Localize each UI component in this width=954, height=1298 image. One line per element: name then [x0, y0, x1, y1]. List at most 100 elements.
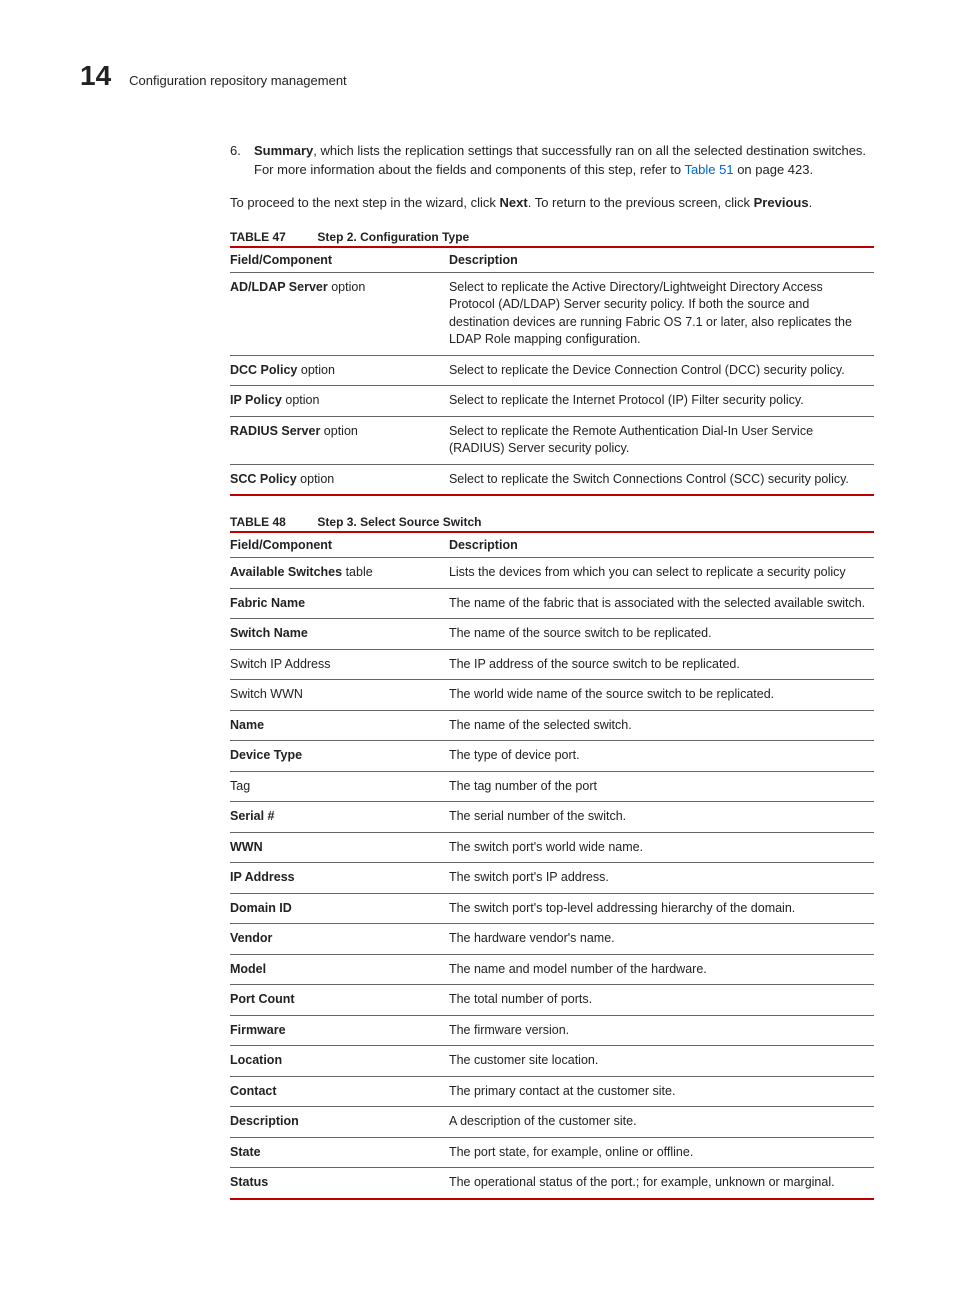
field-bold: AD/LDAP Server [230, 280, 328, 294]
field-bold: Port Count [230, 992, 295, 1006]
field-bold: Description [230, 1114, 299, 1128]
field-rest: option [282, 393, 320, 407]
field-cell: Switch IP Address [230, 649, 449, 680]
table-51-link[interactable]: Table 51 [684, 162, 733, 177]
content-block: 6. Summary, which lists the replication … [230, 142, 874, 1200]
wizard-end: . [809, 195, 813, 210]
table-row: RADIUS Server optionSelect to replicate … [230, 416, 874, 464]
field-cell: Switch Name [230, 619, 449, 650]
table48-caption: TABLE 48 Step 3. Select Source Switch [230, 514, 874, 529]
field-rest: option [297, 472, 335, 486]
page-title: Configuration repository management [129, 73, 347, 88]
field-cell: Switch WWN [230, 680, 449, 711]
field-rest: option [297, 363, 335, 377]
field-plain: Switch WWN [230, 687, 303, 701]
table-row: SCC Policy optionSelect to replicate the… [230, 464, 874, 495]
table48-head-field: Field/Component [230, 532, 449, 558]
field-rest: option [328, 280, 366, 294]
table47: Field/Component Description AD/LDAP Serv… [230, 246, 874, 497]
desc-cell: Lists the devices from which you can sel… [449, 558, 874, 589]
field-cell: Fabric Name [230, 588, 449, 619]
field-bold: Contact [230, 1084, 277, 1098]
desc-cell: The firmware version. [449, 1015, 874, 1046]
desc-cell: The name of the fabric that is associate… [449, 588, 874, 619]
field-cell: Location [230, 1046, 449, 1077]
field-bold: SCC Policy [230, 472, 297, 486]
list-number: 6. [230, 142, 254, 180]
table-row: IP Policy optionSelect to replicate the … [230, 386, 874, 417]
page-header: 14 Configuration repository management [80, 60, 874, 92]
table-row: Tag The tag number of the port [230, 771, 874, 802]
field-cell: Available Switches table [230, 558, 449, 589]
table47-head-field: Field/Component [230, 247, 449, 273]
table-row: Domain IDThe switch port's top-level add… [230, 893, 874, 924]
summary-label: Summary [254, 143, 313, 158]
field-cell: Firmware [230, 1015, 449, 1046]
next-label: Next [500, 195, 528, 210]
table-row: ContactThe primary contact at the custom… [230, 1076, 874, 1107]
table-row: Model The name and model number of the ha… [230, 954, 874, 985]
table-row: DescriptionA description of the customer… [230, 1107, 874, 1138]
desc-cell: Select to replicate the Remote Authentic… [449, 416, 874, 464]
table-row: VendorThe hardware vendor's name. [230, 924, 874, 955]
table-row: Switch WWN The world wide name of the sou… [230, 680, 874, 711]
table48-label: TABLE 48 [230, 515, 286, 529]
table47-head-desc: Description [449, 247, 874, 273]
summary-text-2: on page 423. [734, 162, 814, 177]
field-bold: DCC Policy [230, 363, 297, 377]
field-cell: State [230, 1137, 449, 1168]
field-bold: Firmware [230, 1023, 286, 1037]
desc-cell: The customer site location. [449, 1046, 874, 1077]
field-bold: Device Type [230, 748, 302, 762]
desc-cell: The name of the selected switch. [449, 710, 874, 741]
field-cell: SCC Policy option [230, 464, 449, 495]
page-number: 14 [80, 60, 111, 92]
field-cell: Serial # [230, 802, 449, 833]
desc-cell: Select to replicate the Active Directory… [449, 272, 874, 355]
desc-cell: The IP address of the source switch to b… [449, 649, 874, 680]
desc-cell: The world wide name of the source switch… [449, 680, 874, 711]
field-bold: Model [230, 962, 266, 976]
table-row: Switch NameThe name of the source switch… [230, 619, 874, 650]
desc-cell: The port state, for example, online or o… [449, 1137, 874, 1168]
table-row: IP Address The switch port's IP address. [230, 863, 874, 894]
field-cell: DCC Policy option [230, 355, 449, 386]
field-cell: IP Policy option [230, 386, 449, 417]
field-cell: RADIUS Server option [230, 416, 449, 464]
field-cell: Status [230, 1168, 449, 1199]
table-row: Fabric NameThe name of the fabric that i… [230, 588, 874, 619]
table-row: State The port state, for example, online… [230, 1137, 874, 1168]
field-cell: Name [230, 710, 449, 741]
field-bold: Status [230, 1175, 268, 1189]
table-row: Firmware The firmware version. [230, 1015, 874, 1046]
field-bold: Name [230, 718, 264, 732]
table-row: Switch IP AddressThe IP address of the s… [230, 649, 874, 680]
field-cell: Model [230, 954, 449, 985]
field-bold: WWN [230, 840, 263, 854]
wizard-pre1: To proceed to the next step in the wizar… [230, 195, 500, 210]
table48: Field/Component Description Available Sw… [230, 531, 874, 1200]
desc-cell: Select to replicate the Device Connectio… [449, 355, 874, 386]
field-bold: Available Switches [230, 565, 342, 579]
field-bold: IP Address [230, 870, 295, 884]
table-row: Name The name of the selected switch. [230, 710, 874, 741]
desc-cell: The switch port's IP address. [449, 863, 874, 894]
desc-cell: The tag number of the port [449, 771, 874, 802]
table-row: Status The operational status of the port… [230, 1168, 874, 1199]
field-cell: Contact [230, 1076, 449, 1107]
field-bold: Vendor [230, 931, 272, 945]
table-row: Port Count The total number of ports. [230, 985, 874, 1016]
desc-cell: The total number of ports. [449, 985, 874, 1016]
desc-cell: The serial number of the switch. [449, 802, 874, 833]
wizard-note: To proceed to the next step in the wizar… [230, 194, 874, 213]
desc-cell: The operational status of the port.; for… [449, 1168, 874, 1199]
desc-cell: The switch port's world wide name. [449, 832, 874, 863]
field-cell: Device Type [230, 741, 449, 772]
desc-cell: Select to replicate the Switch Connectio… [449, 464, 874, 495]
desc-cell: The switch port's top-level addressing h… [449, 893, 874, 924]
field-plain: Tag [230, 779, 250, 793]
desc-cell: Select to replicate the Internet Protoco… [449, 386, 874, 417]
desc-cell: The name and model number of the hardwar… [449, 954, 874, 985]
summary-list-item: 6. Summary, which lists the replication … [230, 142, 874, 180]
field-bold: State [230, 1145, 261, 1159]
